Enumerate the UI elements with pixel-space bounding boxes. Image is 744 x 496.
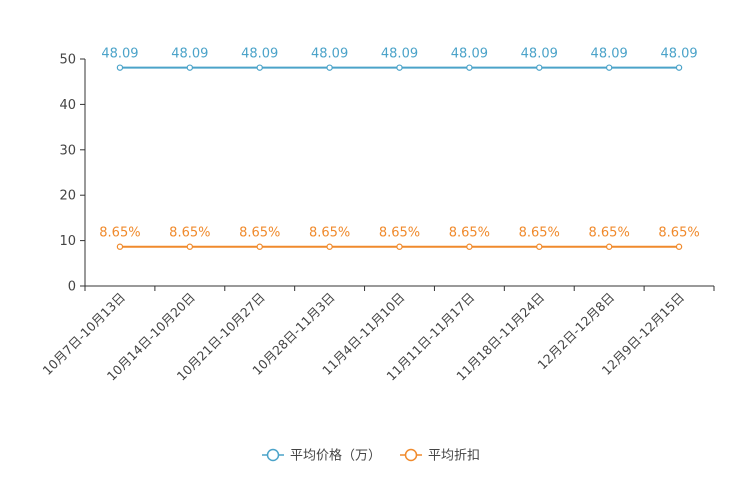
data-label: 48.09 — [521, 47, 558, 62]
y-tick-label: 30 — [59, 143, 76, 158]
y-tick-label: 40 — [59, 98, 76, 113]
data-label: 8.65% — [658, 226, 699, 241]
data-point[interactable] — [326, 243, 333, 250]
data-point[interactable] — [536, 243, 543, 250]
data-label: 48.09 — [451, 47, 488, 62]
legend[interactable]: 平均价格（万） 平均折扣 — [262, 448, 480, 464]
data-label: 48.09 — [171, 47, 208, 62]
legend-marker — [266, 448, 280, 462]
data-point[interactable] — [675, 64, 683, 71]
data-label: 8.65% — [309, 226, 350, 241]
data-point[interactable] — [186, 64, 194, 71]
data-label: 48.09 — [591, 47, 628, 62]
data-label: 8.65% — [589, 226, 630, 241]
data-point[interactable] — [396, 243, 403, 250]
data-point[interactable] — [466, 64, 473, 71]
data-point[interactable] — [256, 64, 263, 71]
data-point[interactable] — [186, 243, 194, 250]
data-point[interactable] — [326, 64, 333, 71]
data-label: 8.65% — [169, 226, 210, 241]
data-label: 48.09 — [660, 47, 697, 62]
data-label: 8.65% — [99, 226, 140, 241]
data-point[interactable] — [536, 64, 543, 71]
data-point[interactable] — [116, 243, 124, 250]
data-point[interactable] — [675, 243, 683, 250]
data-label: 48.09 — [101, 47, 138, 62]
data-point[interactable] — [116, 64, 124, 71]
y-tick-label: 10 — [59, 234, 76, 249]
y-tick-label: 0 — [68, 280, 76, 295]
data-point[interactable] — [466, 243, 473, 250]
data-label: 8.65% — [379, 226, 420, 241]
legend-label: 平均价格（万） — [290, 448, 381, 464]
series-layer: 48.09 48.09 48.09 48.09 48.09 48.09 48.09 48.09… — [99, 47, 700, 250]
series-0: 48.09 48.09 48.09 48.09 48.09 48.09 48.09 48.09… — [101, 47, 698, 71]
y-tick-label: 20 — [59, 189, 76, 204]
data-label: 48.09 — [381, 47, 418, 62]
y-tick-label: 50 — [59, 53, 76, 68]
data-point[interactable] — [396, 64, 403, 71]
data-label: 8.65% — [239, 226, 280, 241]
axes: 0102030405010月7日-10月13日10月14日-10月20日10月2… — [40, 53, 715, 384]
data-label: 8.65% — [449, 226, 490, 241]
data-point[interactable] — [605, 64, 613, 71]
data-point[interactable] — [256, 243, 263, 250]
data-label: 48.09 — [311, 47, 348, 62]
data-label: 8.65% — [519, 226, 560, 241]
legend-item-1[interactable]: 平均折扣 — [400, 449, 480, 464]
data-point[interactable] — [605, 243, 613, 250]
legend-label: 平均折扣 — [428, 449, 480, 464]
series-1: 8.65% 8.65% 8.65% 8.65% 8.65% 8.65% 8.65% 8.65%… — [99, 226, 700, 250]
data-label: 48.09 — [241, 47, 278, 62]
legend-item-0[interactable]: 平均价格（万） — [262, 448, 381, 464]
legend-marker — [404, 448, 418, 462]
